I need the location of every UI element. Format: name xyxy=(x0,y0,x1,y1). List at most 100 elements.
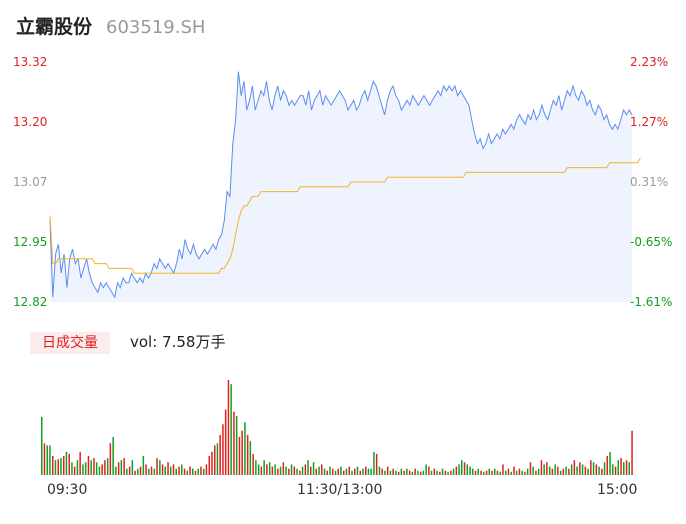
volume-bar xyxy=(436,470,438,475)
volume-bar xyxy=(98,466,101,475)
volume-bar xyxy=(617,460,619,475)
volume-bar xyxy=(266,464,268,475)
volume-bar xyxy=(323,468,326,475)
volume-bar xyxy=(381,468,383,475)
volume-bar xyxy=(587,468,589,475)
volume-bar xyxy=(233,411,235,475)
volume-bar xyxy=(326,470,328,475)
volume-bar xyxy=(288,468,290,475)
volume-bar xyxy=(329,466,331,475)
volume-bar xyxy=(389,470,392,475)
volume-bar xyxy=(65,451,68,475)
volume-bar xyxy=(148,468,150,475)
y-right-tick-4: -1.61% xyxy=(630,295,673,309)
volume-bar xyxy=(175,468,177,475)
volume-bar xyxy=(540,460,543,475)
volume-bar xyxy=(224,409,227,475)
volume-bar xyxy=(466,464,468,475)
stock-name: 立霸股份 xyxy=(16,16,93,38)
volume-bar xyxy=(375,453,378,475)
volume-bar xyxy=(255,460,257,475)
volume-bar xyxy=(529,462,532,475)
x-tick-close: 15:00 xyxy=(597,482,638,498)
volume-bar xyxy=(128,466,131,475)
volume-bar xyxy=(117,462,120,475)
volume-bar xyxy=(159,460,161,475)
y-left-tick-3: 12.95 xyxy=(13,235,48,249)
volume-bar xyxy=(441,468,444,475)
volume-bar xyxy=(579,462,581,475)
volume-bar xyxy=(205,464,208,475)
volume-bar xyxy=(235,415,238,475)
volume-bar xyxy=(170,466,172,475)
volume-bar xyxy=(510,471,512,475)
volume-bar xyxy=(406,468,408,475)
volume-bar xyxy=(419,471,422,475)
volume-bar xyxy=(590,460,592,475)
volume-bar xyxy=(439,471,441,475)
volume-bar xyxy=(214,445,216,475)
volume-bar xyxy=(334,470,337,475)
volume-bar xyxy=(145,464,147,475)
volume-bar xyxy=(120,460,123,475)
volume-bar xyxy=(279,466,282,475)
volume-bar xyxy=(469,466,471,475)
volume-bar xyxy=(433,468,436,475)
volume-bar xyxy=(603,462,606,475)
volume-bar xyxy=(282,462,285,475)
volume-bar xyxy=(562,468,565,475)
volume-bar xyxy=(430,470,433,475)
volume-bar xyxy=(46,445,48,475)
volume-bar xyxy=(502,464,504,475)
volume-bar xyxy=(95,462,98,475)
y-left-tick-0: 13.32 xyxy=(13,55,48,69)
volume-bar xyxy=(76,460,79,475)
volume-bar xyxy=(515,470,518,475)
volume-bar xyxy=(299,470,301,475)
volume-bar xyxy=(68,453,70,475)
volume-bar xyxy=(150,466,153,475)
volume-bar xyxy=(601,468,603,475)
volume-bar xyxy=(425,464,427,475)
volume-bar xyxy=(581,464,584,475)
y-left-tick-2: 13.07 xyxy=(13,175,48,189)
volume-bar xyxy=(403,470,405,475)
volume-bar xyxy=(52,456,54,475)
volume-bar xyxy=(101,464,103,475)
volume-bar xyxy=(153,468,156,475)
volume-bar xyxy=(93,458,95,475)
volume-bar xyxy=(477,468,479,475)
volume-bar xyxy=(123,458,125,475)
volume-bar xyxy=(296,468,298,475)
volume-bar xyxy=(312,462,315,475)
volume-bar xyxy=(397,471,400,475)
volume-bar xyxy=(392,468,394,475)
volume-bar xyxy=(526,468,529,475)
volume-bar xyxy=(524,471,526,475)
volume-bar xyxy=(156,458,158,475)
volume-bar xyxy=(104,460,106,475)
volume-bar xyxy=(474,470,477,475)
volume-bar xyxy=(356,466,359,475)
volume-bar xyxy=(559,470,562,475)
volume-bar xyxy=(543,464,545,475)
volume-bar xyxy=(557,466,559,475)
volume-bar xyxy=(172,464,175,475)
volume-bar xyxy=(131,460,134,475)
volume-bar xyxy=(301,466,304,475)
volume-bar xyxy=(461,460,463,475)
volume-bar xyxy=(126,468,128,475)
volume-bar xyxy=(112,437,114,475)
volume-bar xyxy=(458,464,460,475)
volume-tag[interactable]: 日成交量 xyxy=(30,332,110,354)
volume-bar xyxy=(625,460,628,475)
y-right-tick-0: 2.23% xyxy=(630,55,669,69)
x-tick-midday: 11:30/13:00 xyxy=(297,482,383,498)
volume-bar xyxy=(537,468,540,475)
volume-bar xyxy=(628,462,630,475)
volume-bar xyxy=(623,462,625,475)
volume-bar xyxy=(496,470,499,475)
volume-bar xyxy=(612,464,614,475)
volume-bar xyxy=(208,456,210,475)
